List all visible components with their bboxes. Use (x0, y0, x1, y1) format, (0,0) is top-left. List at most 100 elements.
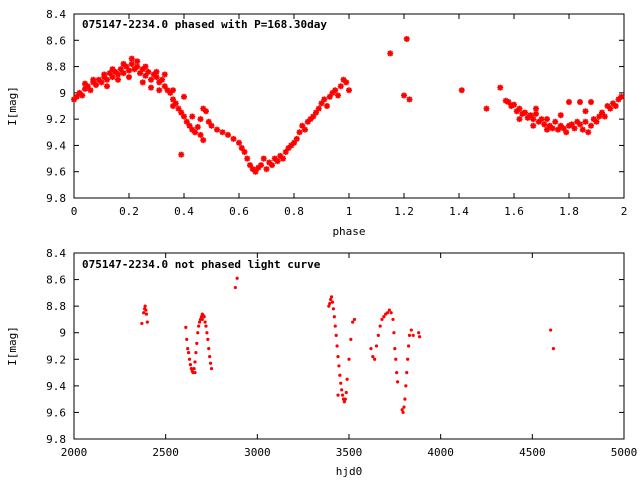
data-point (167, 89, 174, 96)
data-point (546, 122, 553, 129)
data-point (195, 341, 199, 345)
y-tick-label: 9.4 (46, 139, 66, 152)
data-point (337, 83, 344, 90)
data-point (403, 397, 407, 401)
data-point (346, 87, 352, 94)
data-point (593, 118, 600, 125)
data-point (508, 103, 515, 109)
axis-ticks: 2000 2500 3000 3500 4000 4500 5000 8.4 8.6 8.8 9 9.… (46, 247, 637, 459)
data-point (604, 103, 611, 109)
data-point (552, 118, 559, 125)
data-point (73, 93, 80, 100)
data-point (200, 317, 204, 322)
y-tick-label: 9.6 (46, 166, 66, 179)
data-point (342, 400, 347, 404)
data-point (142, 63, 149, 70)
data-point (139, 66, 146, 73)
x-tick-label: 2 (621, 205, 628, 218)
data-point (233, 285, 237, 290)
data-point (378, 324, 382, 328)
data-point (588, 122, 594, 129)
data-point (200, 137, 207, 144)
data-point (299, 122, 306, 129)
data-point (194, 124, 201, 131)
data-point (302, 126, 308, 133)
data-point (115, 76, 121, 83)
data-point (109, 74, 116, 81)
data-point (277, 152, 284, 159)
data-point (563, 129, 570, 136)
x-tick-label: 1.4 (449, 205, 469, 218)
data-point (519, 110, 526, 117)
data-point (194, 351, 198, 355)
data-point (345, 377, 349, 381)
data-point (117, 66, 124, 73)
y-tick-label: 8.8 (46, 61, 66, 74)
data-point (258, 162, 264, 169)
x-tick-label: 3500 (336, 446, 363, 459)
data-point (126, 67, 132, 74)
data-point (185, 337, 189, 341)
data-point (524, 114, 531, 121)
plot-frame (73, 252, 625, 440)
x-tick-label: 1.2 (394, 205, 414, 218)
data-point (557, 112, 564, 119)
data-point (566, 122, 572, 129)
data-point (585, 129, 592, 136)
data-point (148, 76, 154, 83)
data-point (235, 276, 239, 280)
data-point (392, 331, 396, 335)
data-point (206, 337, 210, 341)
data-point (293, 135, 300, 142)
data-point (197, 324, 201, 328)
data-point (601, 113, 608, 120)
data-point (263, 166, 270, 173)
data-point (225, 131, 231, 138)
data-point (579, 126, 586, 133)
data-point (406, 344, 411, 348)
data-point (338, 373, 342, 377)
data-point (329, 295, 334, 299)
data-point (343, 79, 350, 86)
plot-frame (73, 13, 625, 199)
data-point (140, 321, 144, 326)
data-point (98, 79, 105, 86)
data-point (568, 121, 575, 128)
data-point (324, 103, 330, 109)
data-point (549, 328, 553, 332)
data-point (458, 87, 465, 94)
data-point (522, 109, 528, 116)
data-point (128, 55, 135, 62)
data-point (394, 357, 398, 361)
data-point (417, 331, 421, 335)
data-point (513, 108, 520, 115)
data-point (244, 155, 251, 162)
data-point (112, 68, 119, 75)
data-point (208, 361, 213, 365)
data-point (405, 370, 409, 375)
data-point (318, 100, 325, 107)
data-point (145, 68, 152, 75)
data-point (200, 105, 207, 112)
data-point (544, 126, 550, 133)
data-point (555, 126, 561, 133)
data-point (334, 333, 338, 337)
y-tick-label: 8.4 (46, 8, 66, 21)
data-point (310, 113, 317, 120)
data-point (483, 105, 490, 112)
data-point (527, 112, 534, 119)
data-point (219, 129, 226, 136)
data-point (134, 63, 141, 70)
x-axis-label: phase (332, 225, 365, 238)
data-point (197, 116, 204, 123)
data-point (533, 105, 539, 112)
data-point (255, 164, 262, 171)
data-point (332, 87, 339, 94)
data-point (184, 325, 188, 329)
data-point (203, 108, 209, 115)
data-point (371, 355, 375, 359)
data-point (404, 384, 408, 388)
x-tick-label: 5000 (611, 446, 638, 459)
data-point (340, 76, 347, 83)
data-point (186, 122, 193, 129)
